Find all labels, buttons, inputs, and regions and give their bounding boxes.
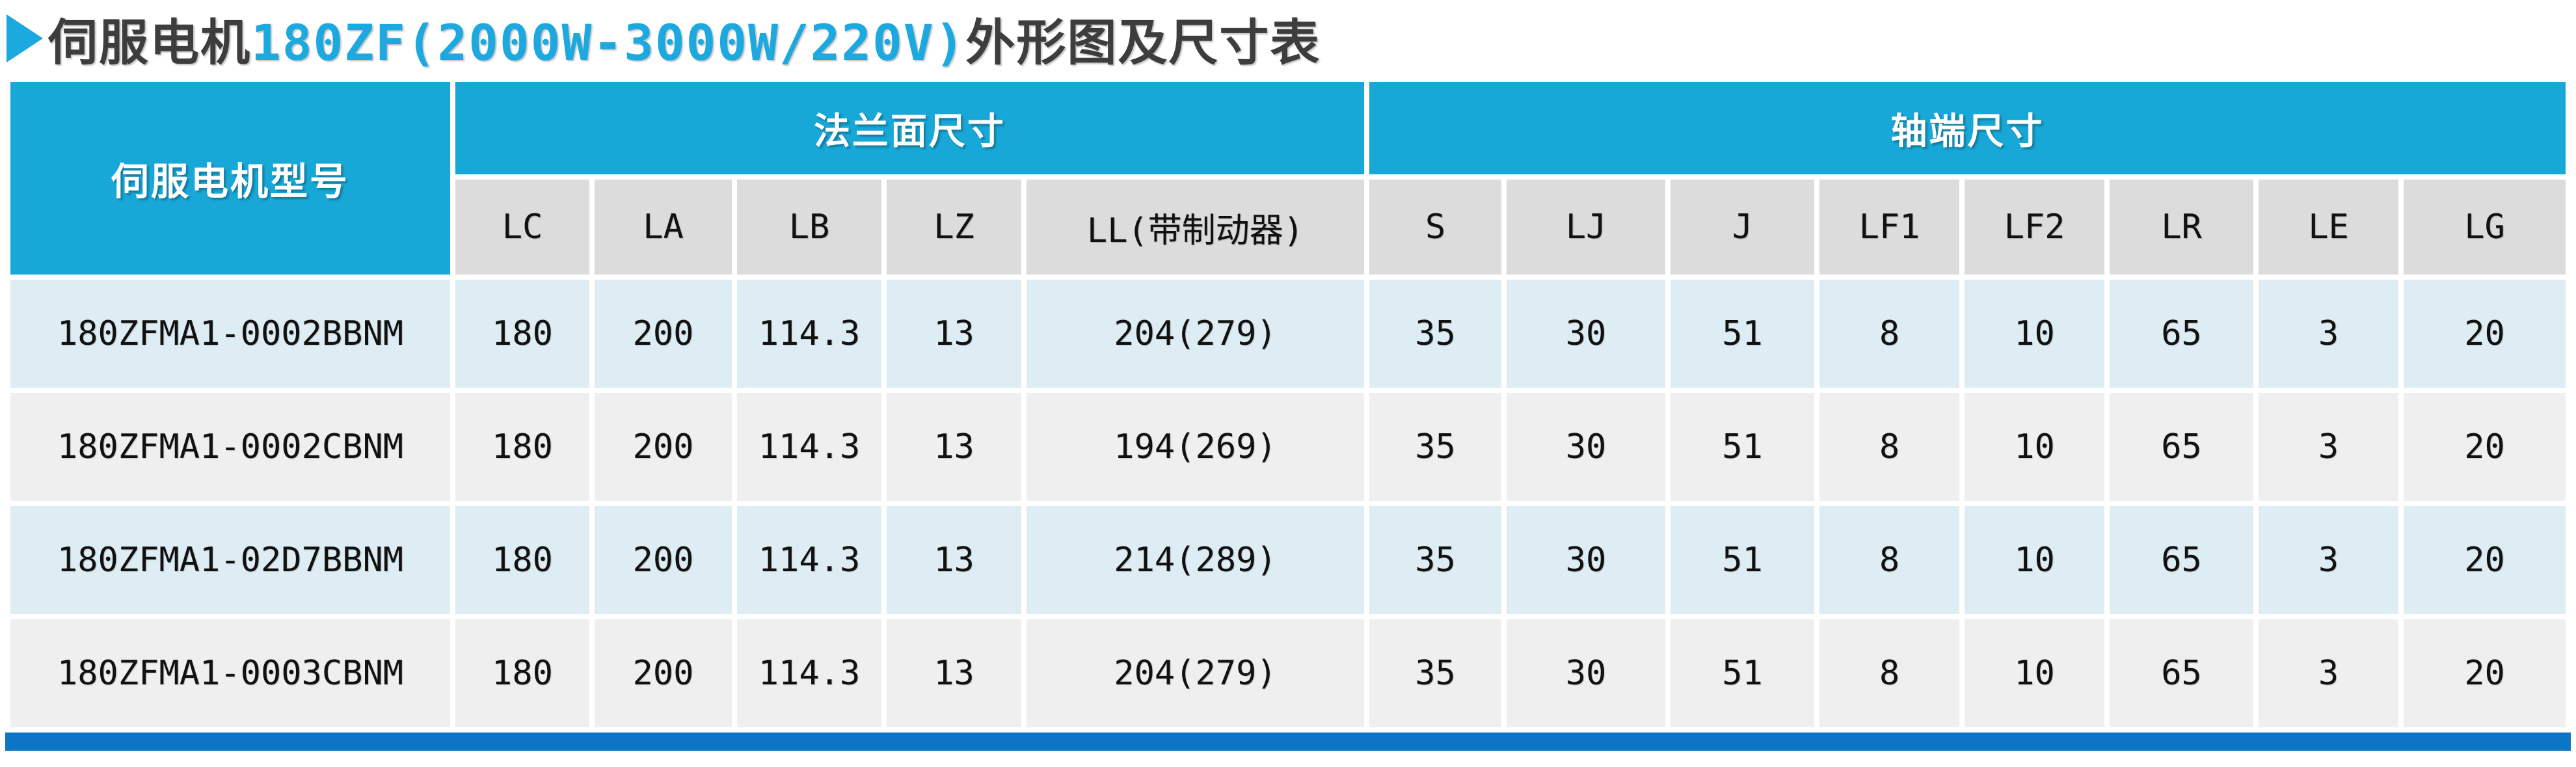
table-cell: 13 [887, 280, 1021, 388]
column-header-la: LA [595, 180, 732, 275]
column-header-lf1: LF1 [1819, 180, 1960, 275]
title-product-label: 伺服电机 [48, 14, 251, 72]
model-cell: 180ZFMA1-0003CBNM [10, 619, 450, 727]
table-cell: 8 [1819, 619, 1960, 727]
table-cell: 10 [1965, 619, 2105, 727]
model-cell: 180ZFMA1-0002CBNM [10, 393, 450, 501]
table-cell: 8 [1819, 393, 1960, 501]
column-header-ll: LL(带制动器) [1026, 180, 1365, 275]
table-cell: 35 [1369, 280, 1502, 388]
table-cell: 200 [595, 280, 732, 388]
table-cell: 13 [887, 506, 1021, 614]
shaft-group-header: 轴端尺寸 [1369, 82, 2566, 174]
table-cell: 20 [2404, 393, 2566, 501]
table-cell: 3 [2259, 280, 2399, 388]
table-cell: 200 [595, 619, 732, 727]
table-cell: 13 [887, 393, 1021, 501]
table-cell: 20 [2404, 280, 2566, 388]
table-cell: 35 [1369, 506, 1502, 614]
column-header-row: LC LA LB LZ LL(带制动器) S LJ J LF1 LF2 LR LE LG [10, 180, 2566, 275]
table-cell: 51 [1670, 619, 1815, 727]
table-cell: 65 [2110, 506, 2254, 614]
title-model-range: 180ZF(2000W-3000W/220V) [251, 14, 966, 72]
table-cell: 180 [455, 506, 589, 614]
table-cell: 3 [2259, 393, 2399, 501]
column-header-lg: LG [2404, 180, 2566, 275]
table-cell: 51 [1670, 280, 1815, 388]
table-cell: 194(269) [1026, 393, 1365, 501]
table-cell: 13 [887, 619, 1021, 727]
table-cell: 214(289) [1026, 506, 1365, 614]
column-header-lc: LC [455, 180, 589, 275]
column-header-lr: LR [2110, 180, 2254, 275]
table-cell: 35 [1369, 619, 1502, 727]
table-cell: 3 [2259, 506, 2399, 614]
model-cell: 180ZFMA1-0002BBNM [10, 280, 450, 388]
table-cell: 180 [455, 393, 589, 501]
table-row: 180ZFMA1-0002CBNM 180 200 114.3 13 194(269) 35… [10, 393, 2566, 501]
column-header-lf2: LF2 [1965, 180, 2105, 275]
column-header-lj: LJ [1507, 180, 1666, 275]
column-header-lz: LZ [887, 180, 1021, 275]
group-header-row: 伺服电机型号 法兰面尺寸 轴端尺寸 [10, 82, 2566, 275]
table-cell: 180 [455, 619, 589, 727]
column-header-lb: LB [737, 180, 881, 275]
table-cell: 30 [1507, 393, 1666, 501]
table-cell: 180 [455, 280, 589, 388]
page-title: 伺服电机180ZF(2000W-3000W/220V)外形图及尺寸表 [0, 0, 2576, 77]
table-cell: 114.3 [737, 506, 881, 614]
column-header-s: S [1369, 180, 1502, 275]
table-cell: 8 [1819, 280, 1960, 388]
table-body: 180ZFMA1-0002BBNM 180 200 114.3 13 204(279) 35… [10, 280, 2566, 727]
table-cell: 30 [1507, 506, 1666, 614]
table-cell: 10 [1965, 280, 2105, 388]
table-cell: 200 [595, 393, 732, 501]
table-header: 伺服电机型号 法兰面尺寸 轴端尺寸 LC LA LB LZ LL(带制动器) S LJ J LF… [10, 82, 2566, 275]
column-header-j: J [1670, 180, 1815, 275]
table-cell: 20 [2404, 619, 2566, 727]
page-title-text: 伺服电机180ZF(2000W-3000W/220V)外形图及尺寸表 [48, 3, 1321, 74]
table-cell: 10 [1965, 393, 2105, 501]
table-cell: 30 [1507, 619, 1666, 727]
table-cell: 3 [2259, 619, 2399, 727]
table-cell: 204(279) [1026, 619, 1365, 727]
table-cell: 65 [2110, 619, 2254, 727]
table-row: 180ZFMA1-02D7BBNM 180 200 114.3 13 214(289) 35… [10, 506, 2566, 614]
dimension-table: 伺服电机型号 法兰面尺寸 轴端尺寸 LC LA LB LZ LL(带制动器) S LJ J LF… [5, 77, 2571, 733]
table-cell: 200 [595, 506, 732, 614]
table-cell: 8 [1819, 506, 1960, 614]
title-suffix-label: 外形图及尺寸表 [965, 14, 1321, 72]
table-cell: 51 [1670, 506, 1815, 614]
table-cell: 114.3 [737, 619, 881, 727]
model-column-header: 伺服电机型号 [10, 82, 450, 275]
table-cell: 10 [1965, 506, 2105, 614]
table-row: 180ZFMA1-0002BBNM 180 200 114.3 13 204(279) 35… [10, 280, 2566, 388]
table-cell: 35 [1369, 393, 1502, 501]
flange-group-header: 法兰面尺寸 [455, 82, 1365, 174]
table-cell: 20 [2404, 506, 2566, 614]
bottom-accent-bar [5, 733, 2571, 751]
table-cell: 204(279) [1026, 280, 1365, 388]
right-triangle-icon [7, 14, 43, 62]
model-cell: 180ZFMA1-02D7BBNM [10, 506, 450, 614]
table-row: 180ZFMA1-0003CBNM 180 200 114.3 13 204(279) 35… [10, 619, 2566, 727]
table-cell: 65 [2110, 280, 2254, 388]
table-cell: 114.3 [737, 280, 881, 388]
table-cell: 65 [2110, 393, 2254, 501]
column-header-le: LE [2259, 180, 2399, 275]
table-cell: 30 [1507, 280, 1666, 388]
table-cell: 114.3 [737, 393, 881, 501]
table-cell: 51 [1670, 393, 1815, 501]
